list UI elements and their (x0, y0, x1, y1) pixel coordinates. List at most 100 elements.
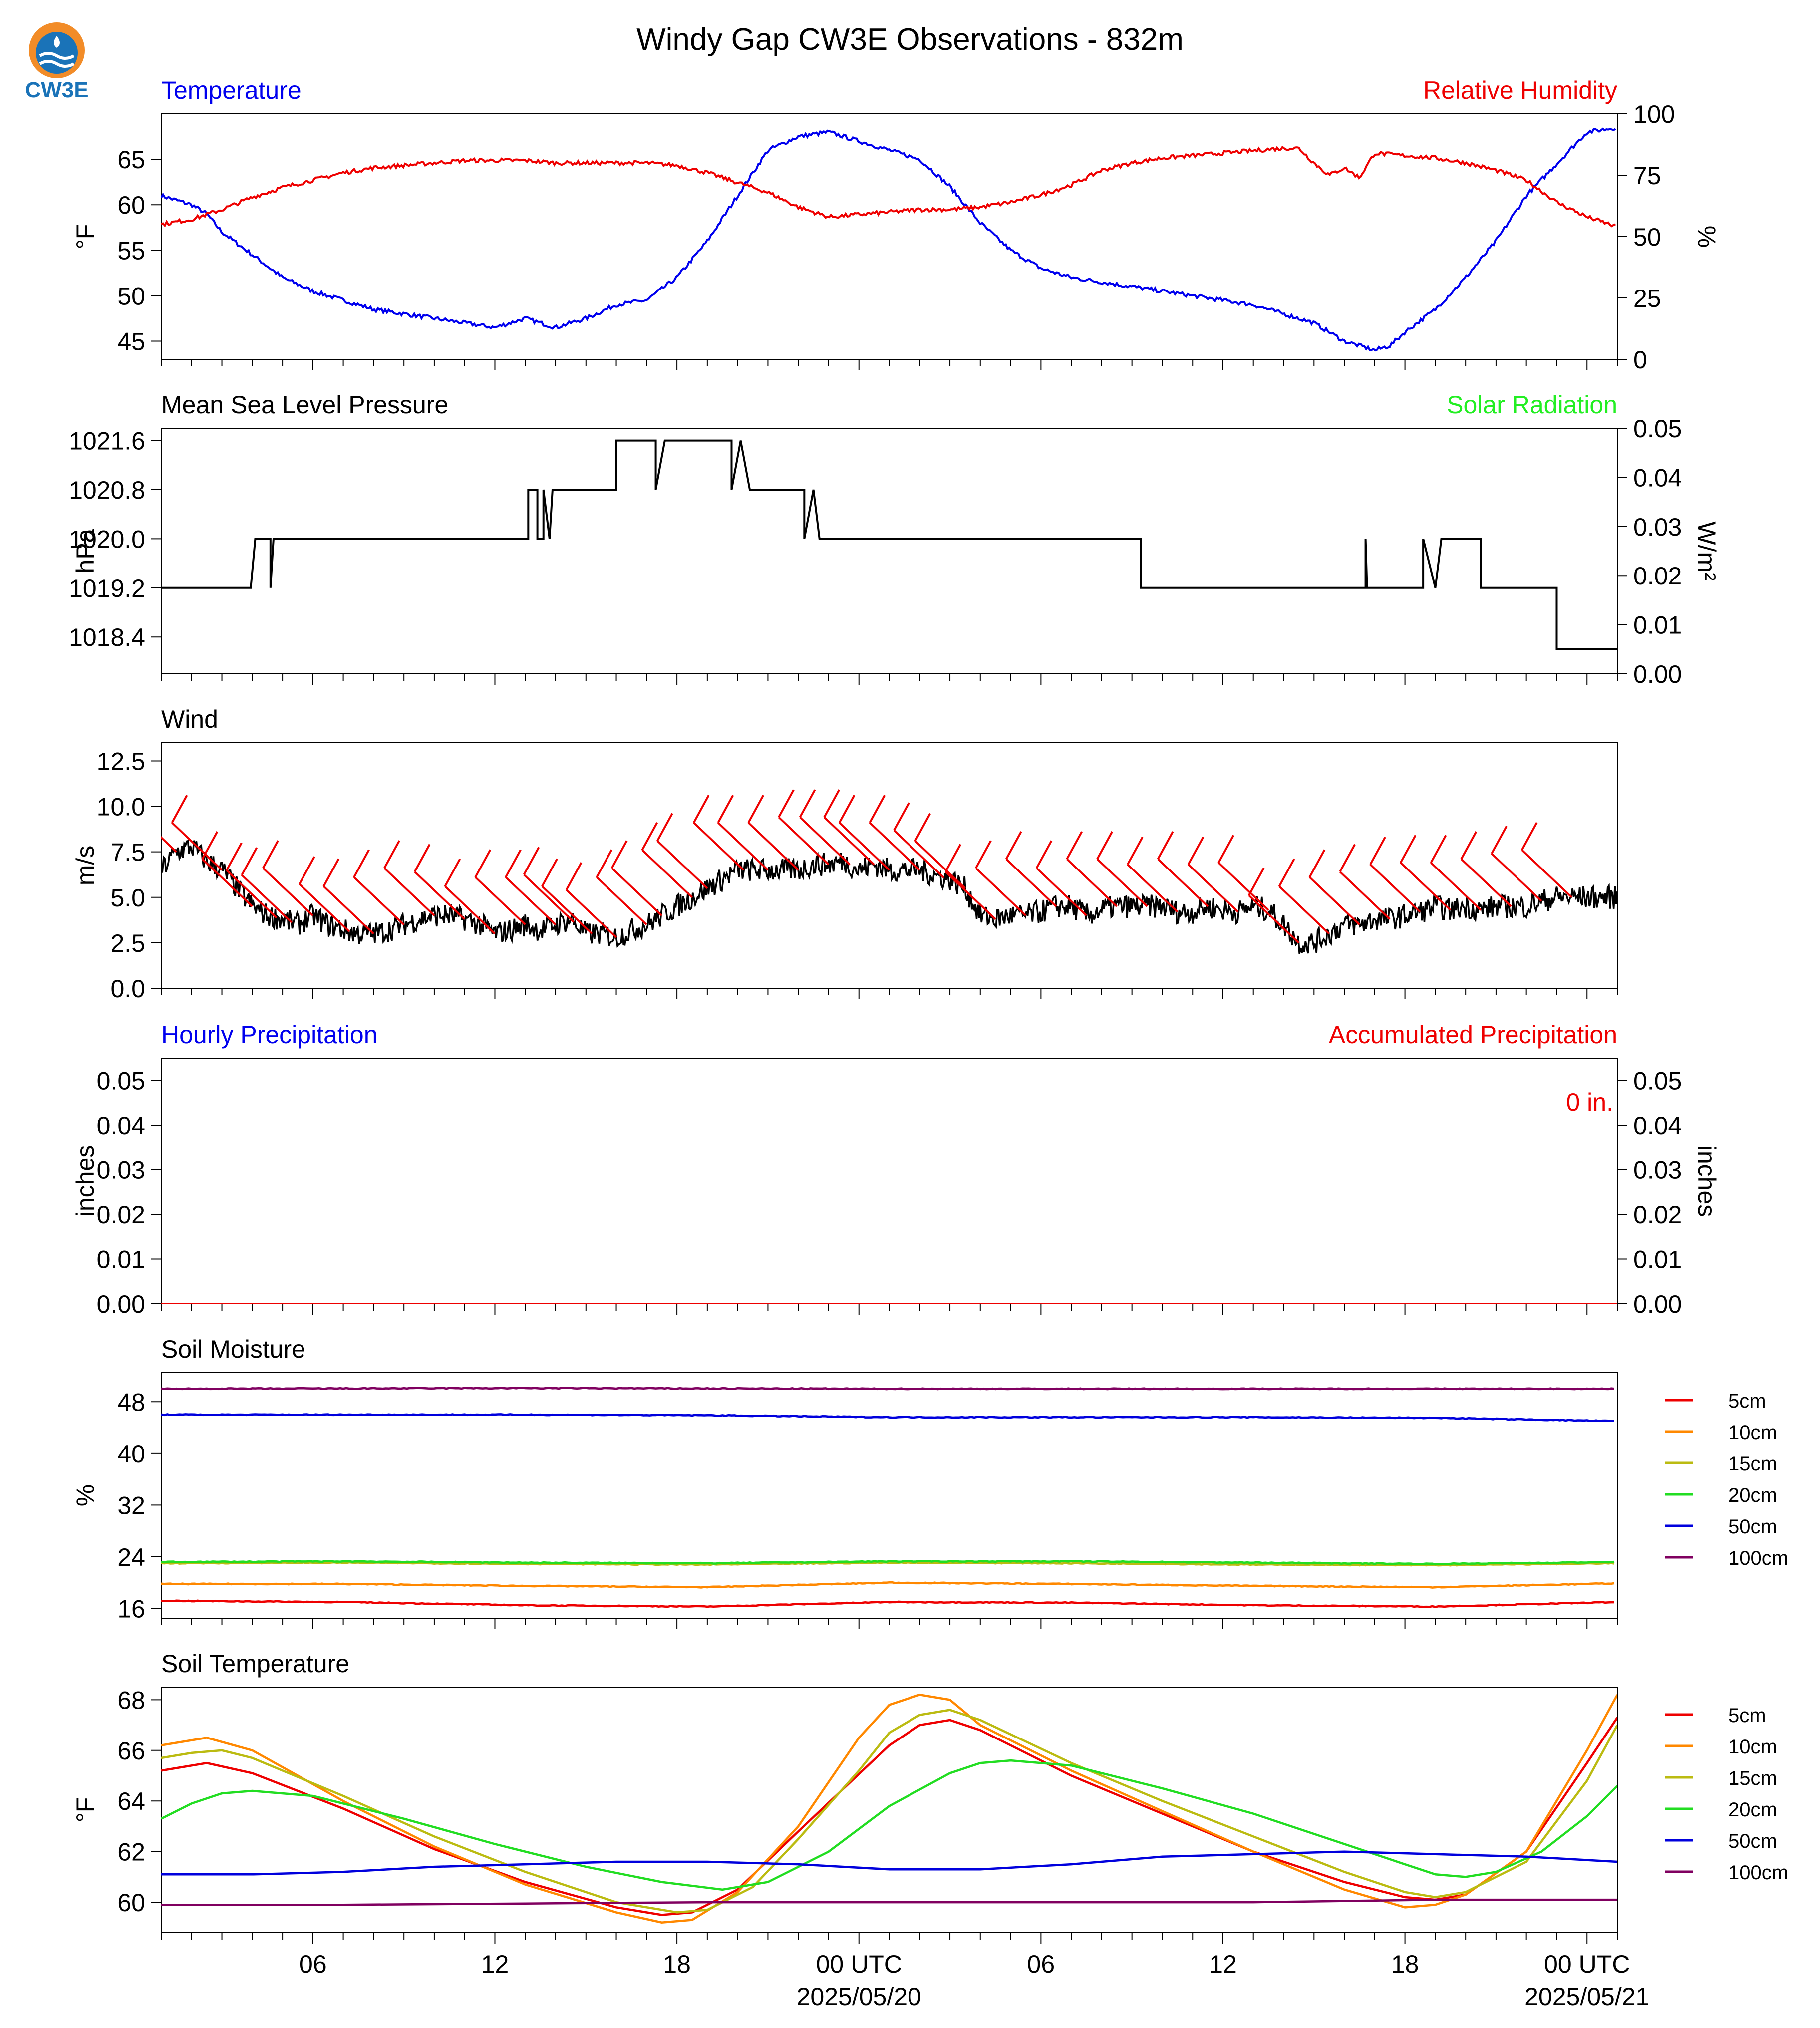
series-relative-humidity (161, 145, 1616, 228)
barb-staff (869, 822, 920, 871)
temperature-right-axis-tick-label: 0 (1633, 346, 1647, 374)
barb-staff (975, 867, 1027, 916)
temperature-right-ylabel: % (1693, 226, 1721, 248)
barb-flag (1127, 836, 1144, 865)
barb-staff (1521, 849, 1573, 898)
barb-staff (1036, 867, 1087, 916)
barb-staff (1339, 871, 1391, 920)
wind-barb (838, 795, 890, 871)
barb-flag (505, 849, 522, 878)
wind-left-axis-tick-label: 2.5 (110, 929, 145, 957)
pressure-right-axis-tick-label: 0.03 (1633, 513, 1682, 541)
wind-barb (161, 836, 177, 853)
barb-flag (383, 840, 400, 869)
barb-flag (322, 858, 340, 887)
pressure-right-axis-tick-label: 0.02 (1633, 562, 1682, 590)
barb-flag (778, 789, 795, 818)
barb-staff (1400, 862, 1452, 911)
x-tick-label: 00 UTC (1544, 1950, 1630, 1978)
barb-staff (1278, 885, 1330, 935)
barb-flag (1096, 831, 1113, 860)
temperature-left-title: Temperature (161, 76, 302, 104)
soil_moisture-left-axis-tick-label: 32 (117, 1491, 145, 1519)
barb-staff (914, 840, 966, 889)
legend-label: 20cm (1728, 1799, 1777, 1821)
logo-globe-icon (36, 32, 78, 74)
barb-flag (823, 789, 840, 818)
wind-barb (944, 844, 996, 920)
series-10cm (161, 1693, 1617, 1924)
soil_temperature-left-axis-tick-label: 64 (117, 1787, 145, 1815)
precipitation-right-title: Accumulated Precipitation (1329, 1021, 1617, 1049)
pressure-panel: Mean Sea Level Pressure Solar Radiation 10… (69, 391, 1721, 688)
barb-staff (893, 829, 945, 878)
soil_moisture-left-axis-tick-label: 24 (117, 1543, 145, 1571)
soil_temperature-plot-area (161, 1693, 1617, 1924)
barb-flag (299, 856, 315, 885)
pressure-left-axis-tick-label: 1021.6 (69, 427, 145, 455)
precipitation-left-axis-tick-label: 0.05 (97, 1067, 145, 1095)
temperature-right-title: Relative Humidity (1423, 76, 1617, 104)
barb-flag (1339, 844, 1356, 872)
barb-flag (565, 862, 583, 890)
figure-title: Windy Gap CW3E Observations - 832m (636, 22, 1184, 57)
barb-staff (171, 822, 223, 871)
temperature-left-ylabel: °F (71, 224, 99, 250)
x-tick-label: 18 (1391, 1950, 1419, 1978)
wind-barb (975, 840, 1027, 916)
x-tick-label: 00 UTC (816, 1950, 902, 1978)
wind-barb (914, 813, 966, 889)
soil_moisture-left-axis-tick-label: 16 (117, 1595, 145, 1623)
pressure-right-ylabel: W/m² (1693, 521, 1721, 580)
series-5cm (161, 1717, 1617, 1916)
chart-panels: Temperature Relative Humidity 45 50 55 60 65 0 2… (69, 76, 1788, 2011)
barb-staff (414, 871, 466, 920)
x-tick-label: 12 (481, 1950, 509, 1978)
barb-flag (1369, 836, 1386, 865)
temperature-left-axis-tick-label: 60 (117, 191, 145, 219)
legend-label: 100cm (1728, 1862, 1788, 1884)
pressure-left-axis-tick-label: 1019.2 (69, 575, 145, 602)
logo-wave-icon (39, 60, 75, 68)
temperature-plot-area (161, 127, 1616, 352)
precipitation-left-axis-tick-label: 0.04 (97, 1112, 145, 1140)
wind-barb (565, 862, 617, 938)
barb-flag (747, 795, 764, 824)
barb-staff (1096, 858, 1148, 907)
x-date-label: 2025/05/20 (797, 1983, 921, 2011)
barb-staff (226, 869, 278, 919)
barb-flag (596, 849, 613, 878)
barb-staff (1460, 858, 1512, 907)
legend-label: 50cm (1728, 1516, 1777, 1538)
wind-barb (299, 856, 350, 932)
x-axis: 06 12 18 00 UTC 06 12 18 00 UTC 2025/05/20 2025/0… (299, 1950, 1649, 2011)
wind-barb (322, 858, 374, 935)
wind-barb (823, 789, 875, 866)
barb-flag (1005, 831, 1022, 860)
series-5cm (161, 1599, 1614, 1608)
barb-staff (611, 867, 663, 916)
wind-barb (1157, 831, 1209, 907)
legend-label: 50cm (1728, 1830, 1777, 1852)
barb-flag (444, 858, 461, 887)
wind-barb (1460, 831, 1512, 907)
temperature-panel: Temperature Relative Humidity 45 50 55 60 65 0 2… (71, 76, 1721, 374)
barb-staff (444, 885, 496, 935)
soil_temperature-panel: Soil Temperature 60 62 64 66 68 °F 5cm 10cm 15cm 2… (71, 1650, 1788, 1944)
wind-barb (596, 849, 647, 925)
soil_temperature-left-axis-tick-label: 66 (117, 1737, 145, 1765)
barb-flag (693, 795, 710, 824)
wind-barb (1005, 831, 1057, 907)
wind-left-axis-tick-label: 12.5 (97, 747, 145, 775)
barb-flag (1430, 835, 1447, 864)
soil_temperature-left-axis-tick-label: 62 (117, 1838, 145, 1866)
wind-barb (717, 795, 769, 871)
wind-barb (1127, 836, 1179, 913)
wind-barb (353, 849, 405, 925)
wind-barb (1278, 858, 1330, 935)
barb-flag (893, 802, 910, 831)
x-date-label: 2025/05/21 (1524, 1983, 1649, 2011)
barb-flag (914, 813, 931, 842)
barb-staff (1430, 862, 1482, 911)
precipitation-right-axis-tick-label: 0.02 (1633, 1201, 1682, 1229)
